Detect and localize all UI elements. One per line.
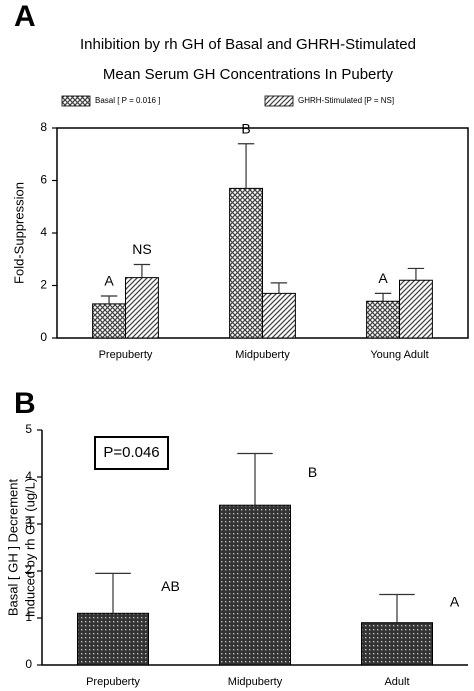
x-tick-label: Midpuberty — [235, 349, 290, 361]
y-tick-label: 5 — [25, 422, 32, 436]
chart-title: Inhibition by rh GH of Basal and GHRH-St… — [80, 36, 416, 53]
y-tick-label: 0 — [25, 657, 32, 671]
bar-annotation: AB — [161, 578, 180, 594]
y-tick-label: 0 — [40, 330, 47, 344]
bar — [262, 292, 296, 339]
bar — [219, 504, 291, 666]
x-tick-label: Young Adult — [370, 349, 428, 361]
x-tick-label: Prepuberty — [86, 676, 140, 688]
panel-label: A — [14, 0, 36, 33]
y-tick-label: 4 — [25, 469, 32, 483]
error-bar — [237, 143, 255, 189]
y-tick-label: 6 — [40, 173, 47, 187]
bar-annotation: A — [450, 593, 460, 609]
legend-swatch — [61, 95, 91, 107]
y-tick-label: 8 — [40, 120, 47, 134]
bar-annotation: NS — [132, 241, 151, 257]
y-axis-label: Basal [ GH ] Decrement — [5, 478, 20, 616]
bar-annotation: A — [378, 270, 388, 286]
y-tick-label: 2 — [40, 278, 47, 292]
bar-annotation: A — [104, 273, 114, 289]
bar — [229, 187, 263, 339]
x-tick-label: Adult — [384, 676, 409, 688]
error-bar — [237, 452, 273, 506]
bar — [361, 622, 433, 666]
x-tick-label: Midpuberty — [228, 676, 283, 688]
error-bar — [379, 593, 415, 623]
error-bar — [407, 267, 425, 281]
chart-title: Mean Serum GH Concentrations In Puberty — [103, 66, 394, 83]
y-tick-label: 3 — [25, 516, 32, 530]
error-bar — [133, 263, 151, 278]
bar-annotation: B — [308, 464, 317, 480]
bar — [366, 300, 400, 339]
legend-swatch — [264, 95, 294, 107]
panel-label: B — [14, 387, 36, 420]
bar-annotation: B — [241, 120, 250, 136]
error-bar — [374, 292, 392, 302]
y-tick-label: 1 — [25, 610, 32, 624]
bar — [77, 612, 149, 666]
bar — [125, 277, 159, 339]
y-axis-label: Induced by rh GH (ug/L) — [22, 478, 37, 617]
x-tick-label: Prepuberty — [99, 349, 153, 361]
legend-label: Basal [ P = 0.016 ] — [95, 96, 160, 105]
bar — [92, 303, 127, 339]
y-tick-label: 2 — [25, 563, 32, 577]
bar — [399, 279, 433, 339]
error-bar — [100, 295, 118, 304]
y-tick-label: 4 — [40, 225, 47, 239]
annotation: P=0.046 — [103, 444, 159, 461]
error-bar — [95, 572, 131, 614]
annotation-box — [94, 436, 169, 470]
legend-label: GHRH-Stimulated [P = NS] — [298, 96, 394, 105]
y-axis-label: Fold-Suppression — [11, 182, 26, 284]
error-bar — [270, 282, 288, 294]
